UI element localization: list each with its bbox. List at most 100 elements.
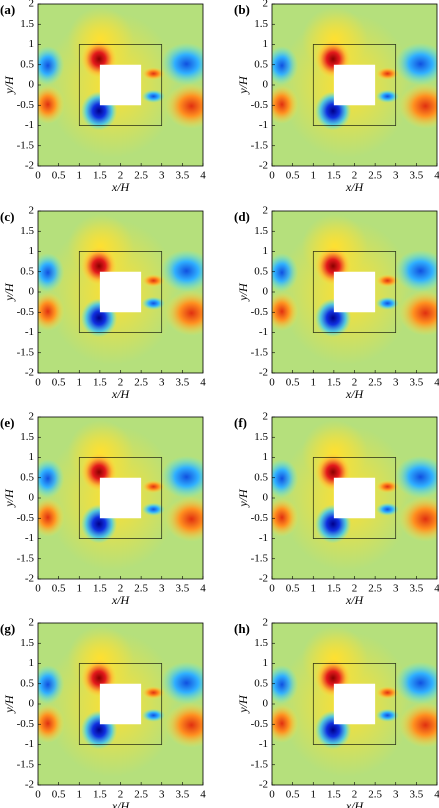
y-tick-label: -1.5	[251, 346, 269, 358]
y-tick-label: 2	[29, 617, 35, 629]
x-tick-label: 3.5	[176, 377, 190, 389]
x-tick-label: 4	[434, 377, 439, 389]
field-blob	[141, 296, 166, 310]
panel-label: (f)	[234, 415, 247, 430]
x-tick-label: 1.5	[93, 583, 107, 595]
y-tick-label: 1	[263, 245, 269, 257]
x-tick-label: 1	[77, 789, 83, 801]
y-axis-label: y/H	[236, 694, 250, 714]
x-axis-label: x/H	[111, 387, 131, 401]
y-tick-label: 0	[263, 492, 269, 504]
panel-label: (b)	[234, 2, 250, 17]
x-tick-label: 0	[35, 170, 41, 182]
field-blob	[375, 708, 400, 722]
y-axis-label: y/H	[236, 488, 250, 508]
x-axis-label: x/H	[345, 180, 365, 194]
y-tick-label: -1.5	[17, 346, 35, 358]
x-tick-label: 2.5	[368, 377, 382, 389]
field-blob	[141, 502, 166, 516]
y-tick-label: -0.5	[17, 306, 35, 318]
x-tick-label: 1.5	[327, 377, 341, 389]
x-tick-label: 4	[434, 789, 439, 801]
y-tick-label: 1	[263, 451, 269, 463]
y-tick-label: 0	[29, 492, 35, 504]
y-tick-label: 2	[29, 205, 35, 217]
x-tick-label: 3.5	[176, 170, 190, 182]
y-tick-label: 1.5	[20, 225, 34, 237]
x-tick-label: 2.5	[134, 377, 148, 389]
x-axis-label: x/H	[345, 387, 365, 401]
y-axis-label: y/H	[2, 694, 16, 714]
x-tick-label: 3	[159, 789, 165, 801]
obstacle	[99, 64, 142, 106]
panel-label: (a)	[0, 2, 15, 17]
domain-box	[78, 663, 163, 745]
y-tick-label: -0.5	[17, 99, 35, 111]
domain-box	[78, 44, 163, 126]
panel-label: (e)	[0, 415, 14, 430]
y-tick-label: -2	[259, 779, 268, 791]
y-tick-label: 2	[263, 617, 269, 629]
y-tick-label: -2	[25, 367, 34, 379]
x-tick-label: 0	[35, 377, 41, 389]
x-tick-label: 4	[434, 583, 439, 595]
x-tick-label: 4	[200, 583, 206, 595]
field-blob	[375, 296, 400, 310]
x-tick-label: 1.5	[327, 789, 341, 801]
y-tick-label: -1	[259, 738, 268, 750]
domain-box	[312, 251, 397, 333]
y-tick-label: 2	[29, 411, 35, 423]
domain-box	[312, 44, 397, 126]
panel: 0 0.5 1 1.5 2 2.5 3 3.5 4-2-1.5-1-0.500.511.52x/…	[0, 205, 206, 401]
y-tick-label: 0	[263, 79, 269, 91]
field-blob	[141, 67, 166, 81]
y-tick-label: 2	[263, 0, 269, 10]
y-tick-label: 0	[29, 698, 35, 710]
x-tick-label: 0	[269, 583, 275, 595]
panel: 0 0.5 1 1.5 2 2.5 3 3.5 4-2-1.5-1-0.500.511.52x/…	[234, 205, 439, 401]
y-tick-label: -1.5	[17, 758, 35, 770]
y-tick-label: 0.5	[254, 58, 268, 70]
y-tick-label: -1.5	[251, 758, 269, 770]
x-tick-label: 3	[393, 377, 399, 389]
y-axis-label: y/H	[2, 282, 16, 302]
obstacle	[333, 477, 376, 519]
panel: 0 0.5 1 1.5 2 2.5 3 3.5 4-2-1.5-1-0.500.511.52x/…	[234, 617, 439, 808]
x-tick-label: 3.5	[176, 583, 190, 595]
y-axis-label: y/H	[236, 282, 250, 302]
y-tick-label: -1	[25, 119, 34, 131]
y-tick-label: 0.5	[254, 265, 268, 277]
x-tick-label: 3.5	[410, 377, 424, 389]
x-tick-label: 0	[269, 789, 275, 801]
field-blob	[375, 89, 400, 103]
x-tick-label: 1	[77, 170, 83, 182]
x-tick-label: 2.5	[134, 583, 148, 595]
y-tick-label: -1.5	[251, 552, 269, 564]
x-tick-label: 1.5	[327, 583, 341, 595]
x-tick-label: 4	[434, 170, 439, 182]
x-tick-label: 2	[118, 170, 124, 182]
panel-label: (h)	[234, 621, 250, 636]
x-tick-label: 2.5	[134, 789, 148, 801]
y-tick-label: 1	[263, 657, 269, 669]
x-tick-label: 1.5	[93, 170, 107, 182]
x-tick-label: 3	[393, 170, 399, 182]
x-tick-label: 1	[311, 789, 317, 801]
x-tick-label: 3	[393, 789, 399, 801]
y-tick-label: 0	[263, 286, 269, 298]
y-tick-label: -1.5	[17, 139, 35, 151]
y-tick-label: 0.5	[20, 265, 34, 277]
y-tick-label: -0.5	[251, 306, 269, 318]
field-blob	[375, 480, 400, 494]
x-tick-label: 0	[35, 583, 41, 595]
x-tick-label: 3.5	[410, 583, 424, 595]
x-tick-label: 4	[200, 377, 206, 389]
y-tick-label: 2	[263, 411, 269, 423]
y-tick-label: 1.5	[254, 18, 268, 30]
y-tick-label: 0.5	[254, 677, 268, 689]
panel: 0 0.5 1 1.5 2 2.5 3 3.5 4-2-1.5-1-0.500.511.52x/…	[234, 411, 439, 607]
x-axis-label: x/H	[345, 593, 365, 607]
x-tick-label: 2	[118, 789, 124, 801]
y-tick-label: -2	[259, 573, 268, 585]
